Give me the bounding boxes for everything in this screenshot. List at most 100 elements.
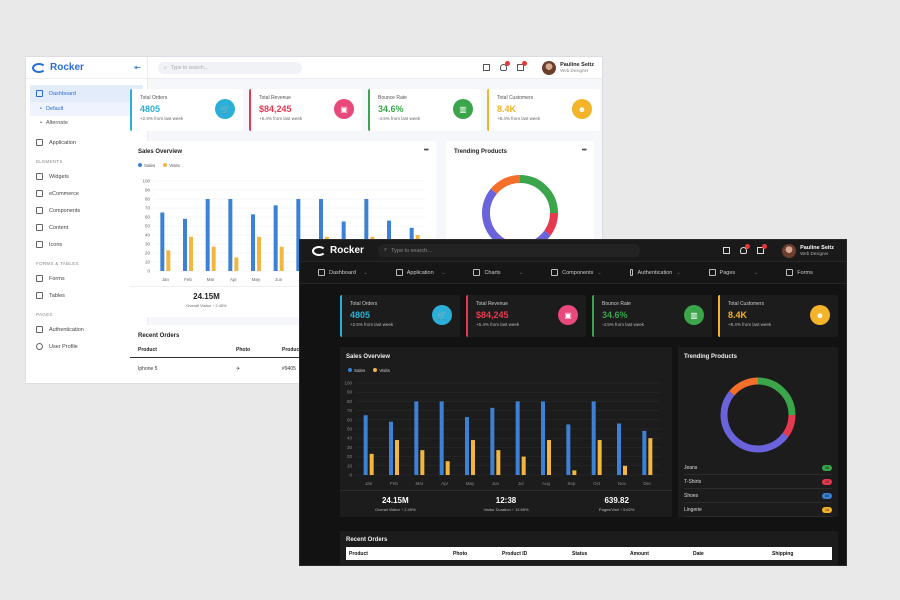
- donut-slice-lingerie: [490, 175, 521, 195]
- sidebar-item-user-profile[interactable]: User Profile: [30, 338, 143, 355]
- wallet-icon: ▣: [334, 99, 354, 119]
- chevron-down-icon: ⌄: [597, 269, 602, 276]
- sidebar-item-content[interactable]: Content›: [30, 219, 143, 236]
- search-input[interactable]: ⌕ Type to search...: [158, 61, 302, 74]
- avatar: [782, 243, 797, 258]
- legend-sales: Sales: [138, 163, 155, 168]
- table-row[interactable]: Iphone 5 ✈ #9405: [138, 366, 296, 372]
- bar-sales: [591, 401, 596, 475]
- bar-sales: [183, 218, 187, 271]
- bar-sales: [364, 199, 369, 271]
- y-tick-label: 40: [347, 436, 353, 441]
- bar-visits: [234, 257, 239, 271]
- wallet-icon: ▣: [558, 305, 578, 325]
- bar-visits: [521, 456, 526, 475]
- sidebar-item-tables[interactable]: Tables›: [30, 287, 143, 304]
- sidebar-item-ecommerce[interactable]: eCommerce›: [30, 185, 143, 202]
- users-icon: ☻: [810, 305, 830, 325]
- message-badge: [522, 61, 528, 66]
- dark-sales-overview: Sales Overview Sales Visits 0 10 20 30 40 50 6…: [340, 347, 672, 517]
- apps-icon[interactable]: [723, 247, 731, 254]
- y-tick-label: 60: [347, 417, 353, 422]
- trending-list: Jeans 25 T-Shirts 10 Shoes 65 Lingerie 14: [678, 461, 838, 517]
- sidebar-item-widgets[interactable]: Widgets: [30, 168, 143, 185]
- bar-sales: [439, 401, 444, 475]
- donut-slice-t-shirts: [544, 212, 558, 236]
- sidebar-sub-default[interactable]: • Default: [30, 102, 143, 116]
- section-elements: ELEMENTS: [36, 159, 63, 164]
- more-icon[interactable]: •••: [423, 147, 429, 154]
- bar-visits: [445, 461, 450, 475]
- apps-icon[interactable]: [483, 64, 491, 71]
- sales-legend: Sales Visits: [130, 155, 436, 168]
- sidebar-item-application[interactable]: Application›: [30, 134, 143, 151]
- nav-charts[interactable]: Charts ⌄: [455, 269, 533, 276]
- nav-dashboard[interactable]: Dashboard ⌄: [300, 269, 378, 276]
- collapse-sidebar-icon[interactable]: ⇤: [134, 63, 141, 72]
- list-item[interactable]: Lingerie 14: [684, 503, 832, 517]
- bar-sales: [205, 199, 210, 271]
- forms-icon: [36, 275, 43, 282]
- dark-sales-chart: 0 10 20 30 40 50 60 70 80 90 100 Jan Feb Mar Apr May Jun…: [344, 381, 660, 486]
- sidebar-item-icons[interactable]: Icons›: [30, 236, 143, 253]
- sidebar-sub-alternate[interactable]: • Alternate: [40, 120, 68, 126]
- list-item[interactable]: T-Shirts 10: [684, 475, 832, 489]
- section-forms-tables: FORMS & TABLES: [36, 261, 79, 266]
- search-icon: ⌕: [164, 64, 167, 71]
- nav-pages[interactable]: Pages ⌄: [691, 269, 769, 276]
- bar-visits: [395, 440, 399, 475]
- x-tick-label: Jan: [365, 481, 373, 486]
- sidebar-item-forms[interactable]: Forms›: [30, 270, 143, 287]
- list-item[interactable]: Shoes 65: [684, 489, 832, 503]
- sidebar-item-components[interactable]: Components›: [30, 202, 143, 219]
- grid-icon: [36, 139, 43, 146]
- legend-visits: Visits: [373, 368, 390, 373]
- home-icon: [36, 90, 43, 97]
- bar-visits: [211, 246, 216, 271]
- dot-icon: •: [40, 120, 42, 126]
- message-icon[interactable]: [757, 244, 768, 254]
- icons-icon: [36, 241, 43, 248]
- x-tick-label: Aug: [542, 481, 551, 486]
- donut-slice-jeans: [519, 175, 558, 214]
- sales-title: Sales Overview: [138, 149, 183, 155]
- bar-visits: [496, 450, 501, 475]
- user-menu[interactable]: Pauline Seitz Web Designer: [782, 243, 834, 258]
- forms-icon: [786, 269, 794, 276]
- nav-forms[interactable]: Forms: [768, 269, 846, 276]
- user-menu[interactable]: Pauline Seitz Web Designer: [542, 60, 594, 75]
- card-bounce-rate: Bounce Rate 34.6% -4.5% from last week ▥: [592, 295, 712, 337]
- bar-visits: [189, 236, 193, 271]
- stat-overall-visitor: 24.15M Overall Visitor ↑ 2.45%: [375, 496, 416, 512]
- nav-components[interactable]: Components ⌄: [533, 269, 611, 276]
- x-tick-label: Sep: [567, 481, 576, 486]
- nav-application[interactable]: Application ⌄: [378, 269, 456, 276]
- bell-icon[interactable]: [500, 61, 511, 71]
- sidebar-item-dashboard[interactable]: Dashboard⌃: [30, 85, 143, 102]
- card-bounce-rate: Bounce Rate 34.6% -4.5% from last week ▥: [368, 89, 481, 131]
- sidebar-item-authentication[interactable]: Authentication›: [30, 321, 143, 338]
- x-tick-label: Jun: [492, 481, 500, 486]
- nav-authentication[interactable]: Authentication ⌄: [612, 269, 691, 276]
- bar-visits: [597, 440, 602, 475]
- list-item[interactable]: Jeans 25: [684, 461, 832, 475]
- section-pages: PAGES: [36, 312, 53, 317]
- rocker-logo-icon: [32, 62, 46, 73]
- home-icon: [318, 269, 325, 276]
- y-tick-label: 100: [142, 179, 150, 184]
- bar-sales: [228, 199, 233, 271]
- more-icon[interactable]: •••: [581, 147, 587, 154]
- y-tick-label: 90: [145, 188, 151, 193]
- y-tick-label: 60: [145, 215, 151, 220]
- sales-legend: Sales Visits: [340, 360, 672, 373]
- bar-sales: [273, 205, 278, 271]
- light-logo[interactable]: Rocker ⇤: [26, 57, 147, 79]
- dark-logo[interactable]: Rocker: [300, 245, 378, 256]
- y-tick-label: 70: [347, 408, 353, 413]
- bell-icon[interactable]: [740, 244, 751, 254]
- message-icon[interactable]: [517, 61, 528, 71]
- search-input[interactable]: ⌕ Type to search...: [378, 244, 640, 257]
- y-tick-label: 80: [145, 197, 151, 202]
- x-tick-label: Feb: [184, 277, 192, 282]
- bar-visits: [166, 250, 171, 271]
